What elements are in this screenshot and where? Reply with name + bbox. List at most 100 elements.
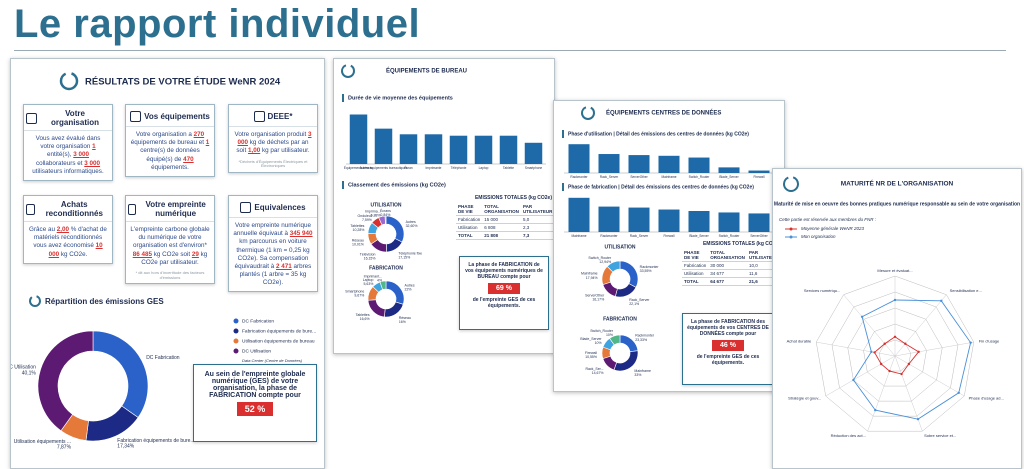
- card-title: Equivalences: [254, 202, 306, 212]
- bar: [449, 135, 468, 164]
- axis-label: Mesure et évaluat...: [877, 268, 912, 273]
- x-tick-label: Imprimante: [426, 166, 442, 170]
- bar: [424, 134, 443, 164]
- maturity-graphics: MATURITÉ NR DE L'ORGANISATION Maturité d…: [774, 176, 1020, 438]
- card-body: Votre organisation produit 3 000 kg de d…: [229, 127, 317, 160]
- radar-axis: [825, 355, 896, 397]
- axis-label: Phase d'usage ad...: [969, 396, 1004, 401]
- cell: 21 808: [482, 231, 521, 240]
- cell: 7,3: [520, 231, 554, 240]
- segment-label: Switch_Router 10%: [590, 329, 614, 337]
- segment-name: Rackmonter: [640, 265, 660, 269]
- table: PHASE DE VIE TOTAL ORGANISATION PAR UTILIS…: [456, 203, 554, 240]
- segment-name: Autres: [406, 220, 416, 224]
- segment-value: 4%: [377, 278, 382, 282]
- segment-label: Imprimant... 4%: [364, 274, 383, 282]
- donut-segment: [92, 330, 149, 418]
- card-header: DEEE*: [229, 105, 317, 127]
- segment-label: Rack_Server 22,1%: [629, 298, 650, 306]
- segment-name: Téléphonie fixe: [398, 251, 422, 255]
- card-title: Votre empreinte numérique: [145, 200, 206, 218]
- table-header: PHASE DE VIE TOTAL ORGANISATION PAR UTILIS…: [456, 203, 554, 216]
- legend-label: Mon organisation: [801, 234, 836, 239]
- header-cell: PHASE DE VIE: [682, 249, 709, 262]
- section-title: Classement des émissions (kg CO2e): [348, 182, 446, 188]
- donut-title: UTILISATION: [370, 202, 401, 208]
- radar-axis: [816, 341, 896, 357]
- header-cell: PHASE DE VIE: [456, 203, 483, 216]
- header-cell: TOTAL ORGANISATION: [708, 249, 747, 262]
- card-text: centre(s) de données équipé(s) de: [140, 147, 200, 163]
- donut-segment: [384, 215, 387, 225]
- callout: Au sein de l'empreinte globale numérique…: [193, 364, 317, 442]
- highlight-value: 10 000: [48, 242, 103, 258]
- table: PHASE DE VIE TOTAL ORGANISATION PAR UTILIS…: [682, 249, 781, 286]
- card-text: collaborateurs et: [35, 159, 85, 167]
- totals-table: EMISSIONS TOTALES (kg CO2e) PHASE DE VIE T…: [456, 195, 554, 240]
- card-header: Achats reconditionnés: [24, 196, 112, 222]
- info-card: Equivalences Votre empreinte numérique an…: [228, 195, 318, 293]
- segment-value: 23,33%: [635, 338, 647, 342]
- x-tick-label: Autres équipements bureautiques: [360, 166, 408, 170]
- radar-point: [873, 351, 876, 354]
- cell: 21,6: [746, 277, 781, 286]
- legend-label: DC Utilisation: [242, 348, 271, 354]
- segment-label: Tablettes 10,28%: [350, 224, 364, 232]
- card-icon: [130, 110, 142, 122]
- accent: [342, 94, 344, 102]
- bar: [658, 155, 680, 173]
- segment-value: 9,67%: [354, 293, 364, 297]
- callout-text: Au sein de l'empreinte globale numérique…: [204, 371, 306, 399]
- callout-value: 69 %: [488, 283, 520, 294]
- segment-value: 5,63%: [363, 282, 373, 286]
- card-title: Achats reconditionnés: [45, 200, 103, 218]
- segment-value: 22%: [405, 287, 412, 291]
- radar-point: [969, 341, 972, 344]
- segment-name: Onduleur: [358, 214, 373, 218]
- bar: [499, 135, 518, 164]
- table-header: PHASE DE VIE TOTAL ORGANISATION PAR UTILIS…: [682, 249, 781, 262]
- table-row: TOTAL 21 808 7,3: [456, 231, 554, 240]
- cell: 30 000: [708, 261, 747, 270]
- info-card: Votre organisation Vous avez évalué dans …: [23, 104, 113, 181]
- card-title: DEEE*: [267, 111, 293, 121]
- cell: 64 677: [708, 277, 747, 286]
- section-title: Phase d'utilisation | Détail des émissio…: [568, 131, 749, 137]
- segment-value: 7,87%: [57, 445, 72, 451]
- donut-title: FABRICATION: [369, 265, 403, 271]
- callout-text: La phase de FABRICATION de vos équipemen…: [465, 262, 543, 280]
- card-icon: [26, 112, 37, 124]
- legend-label: Utilisation équipements de bureau: [242, 338, 315, 344]
- axis-label: Stratégie et gouv...: [788, 396, 821, 401]
- table-row: Fabrication 30 000 10,0: [682, 261, 781, 270]
- table-row: Utilisation 6 808 2,3: [456, 223, 554, 232]
- cell: 15 000: [482, 215, 521, 224]
- section-title: Phase de fabrication | Détail des émissi…: [568, 184, 754, 190]
- x-tick-label: Tablette: [503, 166, 514, 170]
- summary-panel: RÉSULTATS DE VOTRE ÉTUDE WeNR 2024 Répar…: [10, 58, 325, 469]
- x-tick-label: Rackmonter: [600, 234, 618, 238]
- card-body: Votre organisation a 270 équipements de …: [126, 127, 214, 176]
- card-icon: [26, 203, 36, 215]
- radar-axis: [867, 355, 896, 432]
- table-row: TOTAL 64 677 21,6: [682, 277, 781, 286]
- bar: [374, 128, 393, 164]
- office-graphics: ÉQUIPEMENTS DE BUREAU Durée de vie moyen…: [341, 64, 546, 324]
- totals-table: EMISSIONS TOTALES (kg CO2e) PHASE DE VIE T…: [682, 241, 781, 286]
- segment-value: 10,01%: [352, 242, 364, 246]
- info-card: DEEE* Votre organisation produit 3 000 kg…: [228, 104, 318, 174]
- cell: 34 677: [708, 269, 747, 278]
- maturity-panel: MATURITÉ NR DE L'ORGANISATION Maturité d…: [772, 168, 1022, 469]
- logo: [783, 176, 799, 192]
- x-tick-label: Blade_Server: [689, 234, 709, 238]
- x-tick-label: Rackmonter: [570, 175, 588, 179]
- cell: TOTAL: [456, 231, 483, 240]
- x-tick-label: Blade_Server: [719, 175, 739, 179]
- radar-point: [893, 298, 897, 302]
- x-tick-label: Switch_Router: [719, 234, 741, 238]
- segment-label: Mainframe 33%: [634, 369, 651, 377]
- bar: [524, 142, 543, 164]
- axis-label: Sobre service et...: [924, 433, 956, 438]
- legend-note: Data Center (Centre de Données): [242, 358, 303, 363]
- office-panel: ÉQUIPEMENTS DE BUREAU Durée de vie moyen…: [333, 58, 555, 354]
